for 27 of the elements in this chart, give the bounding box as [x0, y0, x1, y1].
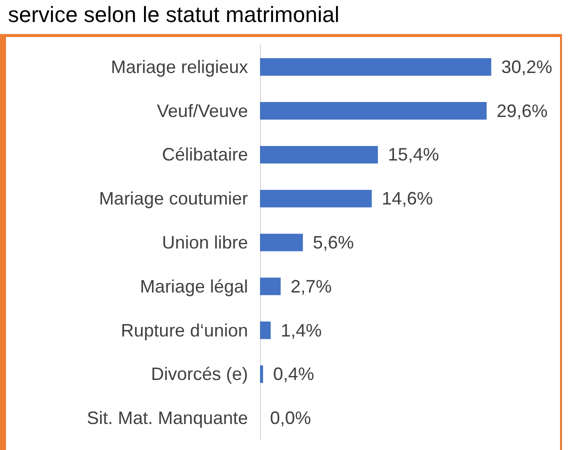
data-label: 0,4%: [273, 364, 314, 384]
bar: [260, 322, 271, 340]
y-tick-label: Divorcés (e): [150, 364, 248, 384]
data-label: 29,6%: [496, 100, 548, 121]
y-tick-label: Mariage coutumier: [98, 188, 248, 209]
chart-title: service selon le statut matrimonial: [8, 2, 340, 28]
data-label: 15,4%: [388, 144, 439, 165]
bar: [260, 234, 303, 252]
data-label: 2,7%: [290, 276, 332, 296]
y-tick-label: Sit. Mat. Manquante: [86, 408, 248, 428]
bar: [260, 190, 372, 208]
data-label: 30,2%: [501, 56, 552, 77]
bar: [260, 146, 378, 164]
bar: [260, 102, 487, 120]
bar: [260, 278, 281, 296]
data-label: 14,6%: [382, 188, 433, 209]
data-label: 5,6%: [312, 232, 354, 252]
data-label: 1,4%: [280, 320, 322, 340]
data-label: 0,0%: [270, 408, 312, 428]
bar: [260, 58, 492, 76]
y-tick-label: Union libre: [162, 232, 248, 252]
y-tick-label: Veuf/Veuve: [156, 100, 248, 121]
y-tick-label: Célibataire: [162, 144, 248, 165]
y-tick-label: Mariage religieux: [110, 56, 248, 77]
bar: [260, 365, 264, 383]
y-tick-label: Mariage légal: [140, 276, 248, 296]
y-tick-label: Rupture d‘union: [120, 320, 248, 340]
